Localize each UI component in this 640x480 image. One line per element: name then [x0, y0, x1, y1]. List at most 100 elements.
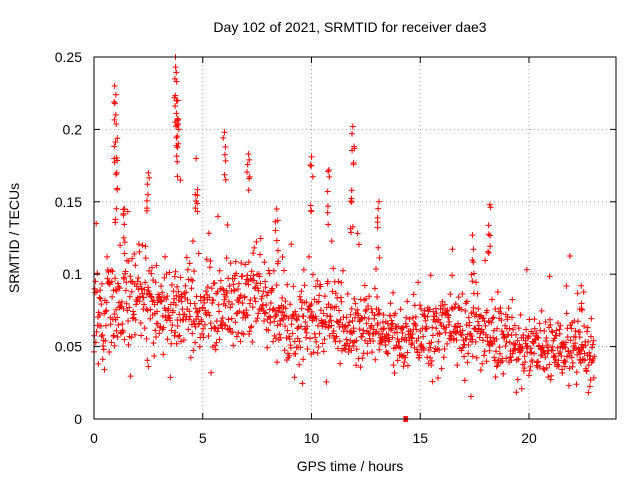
data-point — [470, 246, 477, 253]
data-point — [197, 297, 204, 304]
data-point — [245, 187, 252, 194]
data-point — [581, 323, 588, 330]
data-point — [492, 374, 499, 381]
data-point — [173, 78, 180, 85]
data-point — [128, 288, 135, 295]
data-point — [174, 117, 181, 124]
data-point — [510, 326, 517, 333]
data-point — [576, 334, 583, 341]
data-point — [173, 134, 180, 141]
data-point — [206, 294, 213, 301]
data-point — [559, 369, 566, 376]
data-point — [275, 247, 282, 254]
data-point — [189, 238, 196, 245]
data-point — [336, 338, 343, 345]
data-point — [449, 246, 456, 253]
data-point — [329, 330, 336, 337]
data-point — [262, 309, 269, 316]
data-point — [453, 337, 460, 344]
data-point — [276, 331, 283, 338]
data-point — [252, 284, 259, 291]
data-point — [233, 310, 240, 317]
data-point — [109, 268, 116, 275]
data-point — [275, 258, 282, 265]
data-point — [266, 313, 273, 320]
data-point — [452, 328, 459, 335]
data-point — [446, 318, 453, 325]
data-point — [164, 293, 171, 300]
data-point — [187, 354, 194, 361]
data-point — [325, 221, 332, 228]
chart-title: Day 102 of 2021, SRMTID for receiver dae… — [213, 19, 486, 35]
data-point — [165, 305, 172, 312]
data-point — [474, 318, 481, 325]
data-point — [287, 344, 294, 351]
data-point — [246, 156, 253, 163]
data-point — [566, 253, 573, 260]
data-point — [191, 300, 198, 307]
data-point — [204, 283, 211, 290]
data-point — [317, 307, 324, 314]
data-point — [464, 298, 471, 305]
data-point — [321, 336, 328, 343]
data-point — [193, 155, 200, 162]
data-point — [208, 285, 215, 292]
data-point — [487, 232, 494, 239]
data-point — [314, 350, 321, 357]
data-point — [531, 350, 538, 357]
data-point — [227, 304, 234, 311]
data-point — [281, 347, 288, 354]
data-point — [427, 354, 434, 361]
data-point — [291, 374, 298, 381]
data-point — [233, 333, 240, 340]
data-point — [383, 335, 390, 342]
data-point — [499, 357, 506, 364]
data-point — [178, 338, 184, 345]
data-point — [244, 161, 251, 168]
data-point — [126, 293, 133, 300]
data-point — [139, 242, 146, 249]
data-point — [427, 272, 434, 279]
data-point — [270, 338, 277, 345]
data-point — [234, 286, 241, 293]
data-point — [245, 259, 252, 266]
data-point — [145, 169, 152, 176]
data-point — [526, 367, 533, 374]
data-point — [115, 283, 122, 290]
data-point — [296, 361, 303, 368]
data-point — [265, 289, 271, 296]
data-point — [251, 294, 258, 301]
data-point — [352, 300, 359, 307]
data-point — [265, 267, 272, 274]
data-point — [468, 333, 475, 340]
data-point — [116, 285, 123, 292]
data-point — [287, 301, 294, 308]
data-point — [361, 314, 368, 321]
data-point — [546, 273, 553, 280]
data-point — [164, 336, 171, 343]
data-point — [292, 308, 299, 315]
data-point — [244, 312, 251, 319]
data-point — [413, 326, 420, 333]
data-point — [97, 287, 104, 294]
data-point — [183, 254, 190, 261]
data-point — [428, 339, 435, 346]
data-point — [295, 324, 302, 331]
data-point — [252, 298, 259, 305]
data-point — [365, 329, 372, 336]
data-point — [527, 363, 534, 370]
data-point — [338, 298, 345, 305]
data-point — [184, 296, 191, 303]
data-point — [143, 197, 150, 204]
data-point — [429, 324, 436, 331]
data-point — [120, 305, 127, 312]
data-point — [223, 255, 230, 262]
data-point — [284, 281, 291, 288]
data-point — [112, 138, 119, 145]
data-point — [338, 279, 345, 286]
data-point — [503, 338, 510, 345]
data-point — [282, 298, 289, 305]
data-point — [512, 331, 519, 338]
data-point — [95, 360, 102, 367]
data-point — [255, 310, 262, 317]
